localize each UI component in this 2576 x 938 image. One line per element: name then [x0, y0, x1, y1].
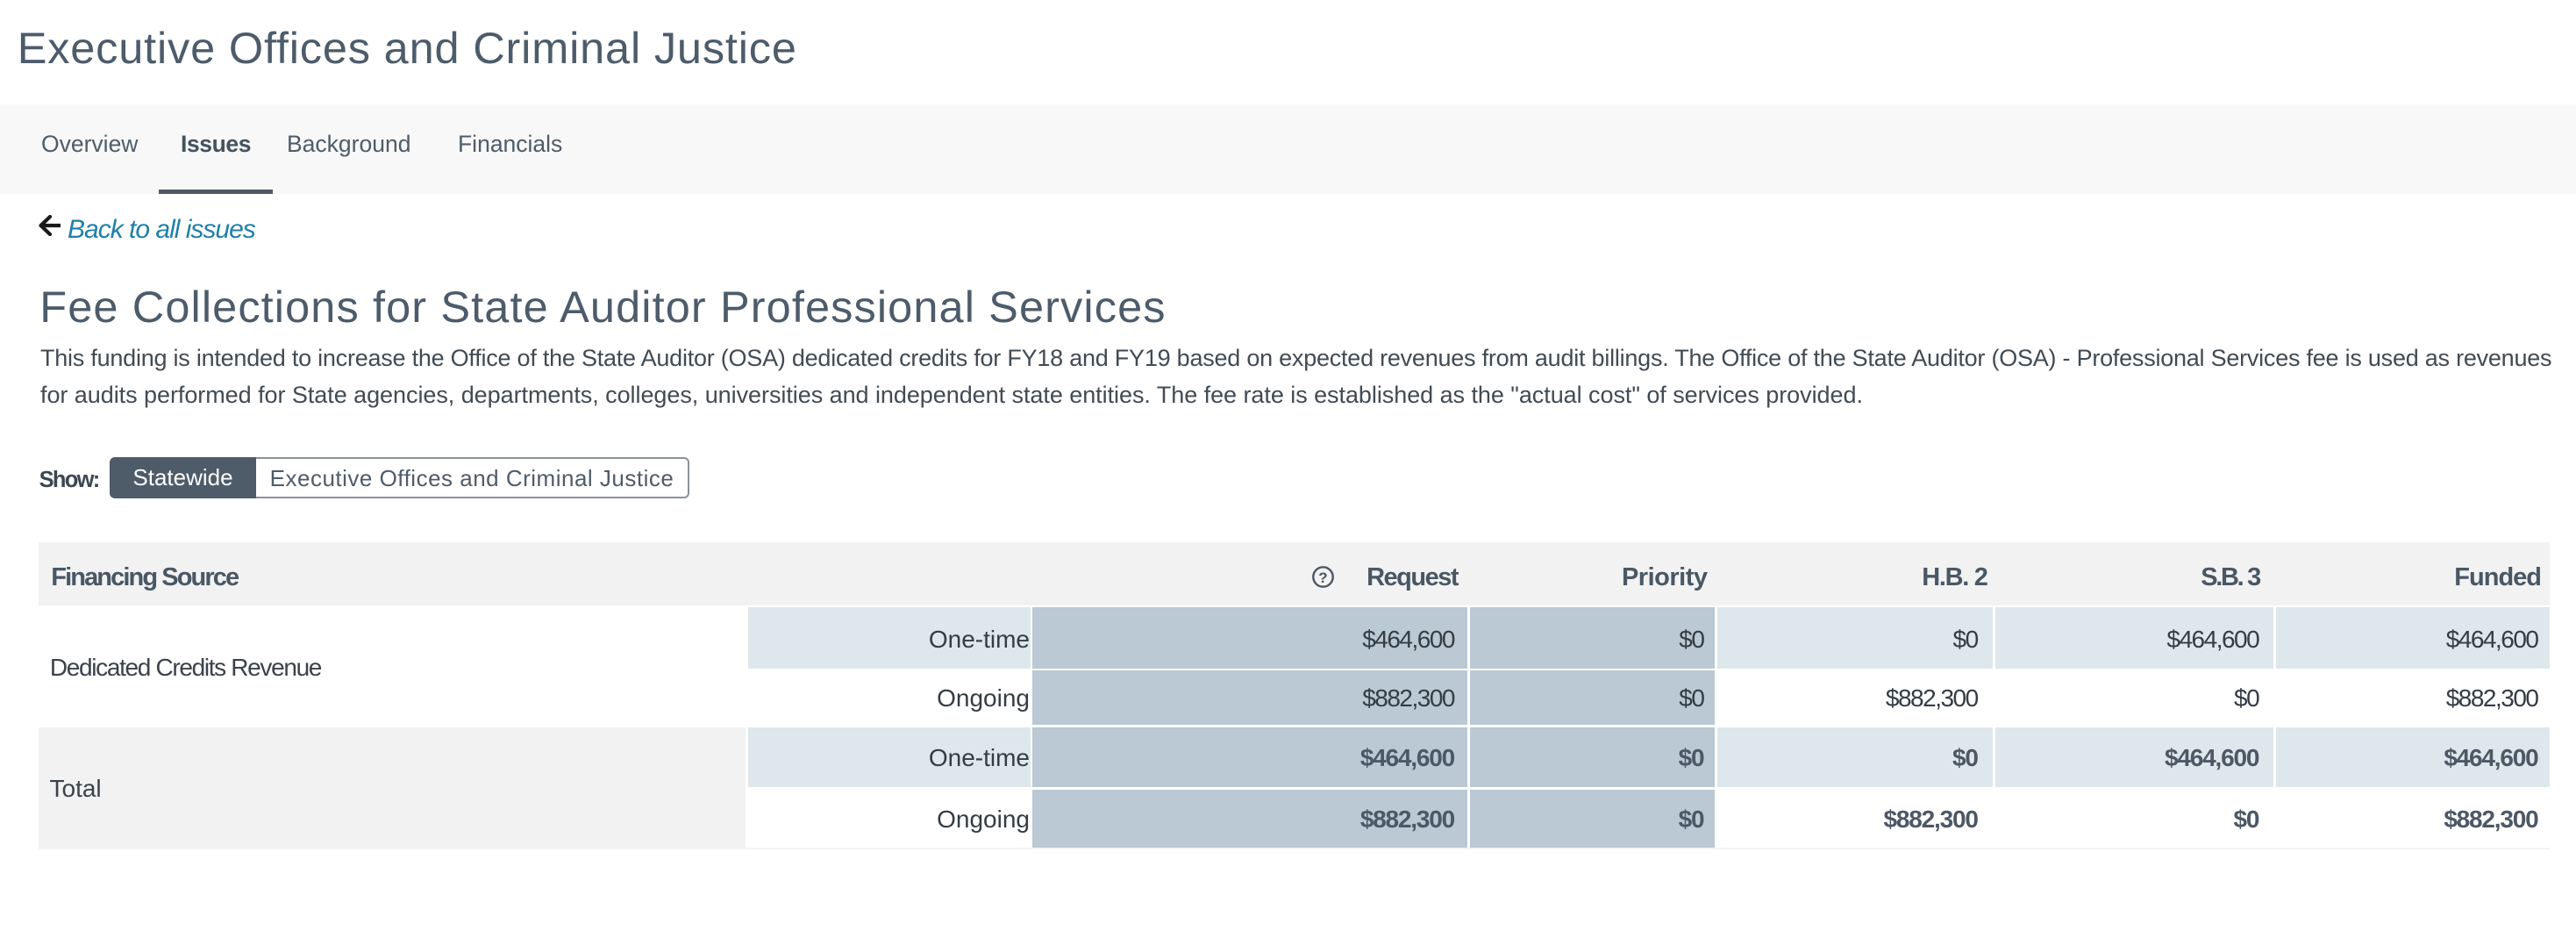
svg-text:?: ? — [1318, 569, 1327, 586]
